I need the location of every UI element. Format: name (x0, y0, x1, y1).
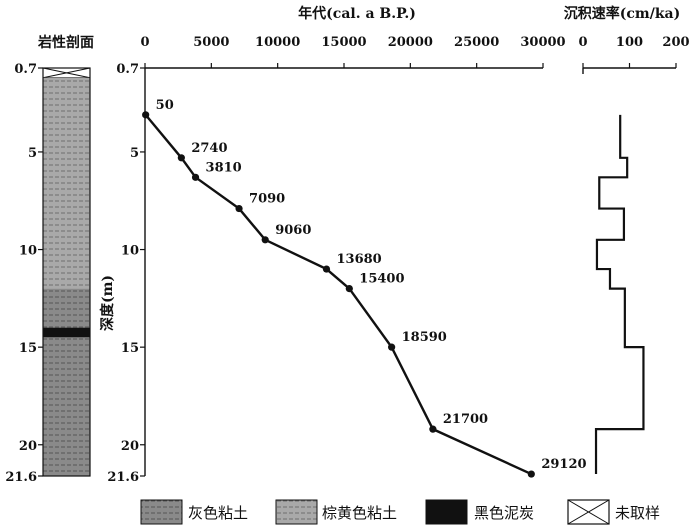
age-point (261, 236, 269, 244)
layer-brown-clay (43, 77, 90, 289)
legend-label: 未取样 (615, 504, 660, 522)
age-y-tick-label: 20 (121, 439, 139, 454)
age-y-tick-label: 5 (130, 146, 139, 161)
age-y-tick-label: 0.7 (116, 62, 139, 77)
age-point-label: 9060 (275, 223, 311, 238)
age-depth-series: 50 2740 3810 7090 9060 13680 15400 18590 21700 29… (142, 98, 587, 478)
rate-step-line (594, 114, 645, 475)
lithology-y-tick-label: 5 (28, 146, 37, 161)
layer-grey-clay (43, 337, 90, 476)
age-point-label: 15400 (359, 272, 404, 287)
lithology-y-tick-label: 15 (19, 341, 37, 356)
legend-swatch-grey-clay (140, 499, 183, 525)
age-point (527, 470, 535, 478)
age-axis-title: 年代(cal. a B.P.) (298, 5, 416, 22)
rate-x-tick-label: 200 (662, 35, 689, 50)
age-point (177, 154, 185, 162)
legend-cross-line (567, 499, 610, 525)
legend-label: 黑色泥炭 (474, 504, 534, 522)
lithology-y-tick-label: 10 (19, 244, 37, 259)
age-depth-line (144, 114, 532, 476)
age-point (429, 425, 437, 433)
age-point-label: 7090 (249, 192, 285, 207)
legend: 灰色粘土 棕黄色粘土 黑色泥炭 未取样 (140, 499, 660, 525)
rate-x-tick-label: 100 (616, 35, 643, 50)
age-point (235, 204, 243, 213)
age-depth-axes: 0 5000 10000 15000 20000 25000 30000 0.7 5 10 15 20… (107, 35, 565, 485)
age-x-tick-label: 0 (140, 35, 149, 50)
age-x-tick-label: 30000 (520, 35, 565, 50)
age-point (388, 343, 396, 351)
legend-swatch-black-peat (425, 499, 468, 525)
legend-label: 灰色粘土 (188, 504, 248, 522)
age-y-tick-label: 15 (121, 341, 139, 356)
legend-swatch-brown-clay (275, 499, 318, 525)
age-y-tick-label: 21.6 (107, 470, 139, 485)
lithology-column (42, 67, 91, 477)
legend-label: 棕黄色粘土 (322, 504, 397, 522)
age-x-tick-label: 5000 (193, 35, 229, 50)
lithology-title: 岩性剖面 (37, 34, 94, 51)
layer-grey-clay (43, 288, 90, 328)
age-y-tick-label: 10 (121, 244, 139, 259)
lithology-y-tick-label: 21.6 (5, 470, 37, 485)
age-point (322, 265, 331, 273)
rate-series (594, 114, 645, 475)
age-point (345, 284, 353, 293)
unsampled-cross-line (42, 67, 91, 79)
depth-axis-title: 深度(m) (99, 275, 116, 331)
lithology-frame (42, 67, 91, 477)
rate-x-tick-label: 0 (578, 35, 587, 50)
age-point-label: 21700 (443, 412, 488, 427)
age-point-label: 50 (156, 98, 174, 113)
age-point-label: 29120 (541, 457, 586, 472)
age-point-label: 18590 (402, 330, 447, 345)
age-point-label: 2740 (191, 141, 227, 156)
rate-axes: 0 100 200 (578, 35, 690, 74)
age-point-label: 13680 (336, 252, 381, 267)
layer-black-peat (43, 327, 90, 338)
age-point-label: 3810 (206, 160, 242, 175)
age-x-tick-label: 20000 (388, 35, 433, 50)
age-point (142, 111, 150, 119)
lithology-y-tick-label: 0.7 (14, 62, 37, 77)
age-x-tick-label: 25000 (454, 35, 499, 50)
age-point (191, 173, 200, 181)
lithology-y-tick-label: 20 (19, 439, 37, 454)
age-x-tick-label: 10000 (255, 35, 300, 50)
age-x-tick-label: 15000 (321, 35, 366, 50)
rate-axis-title: 沉积速率(cm/ka) (564, 5, 680, 22)
lithology-depth-axis: 0.7 5 10 15 20 21.6 (5, 62, 43, 485)
